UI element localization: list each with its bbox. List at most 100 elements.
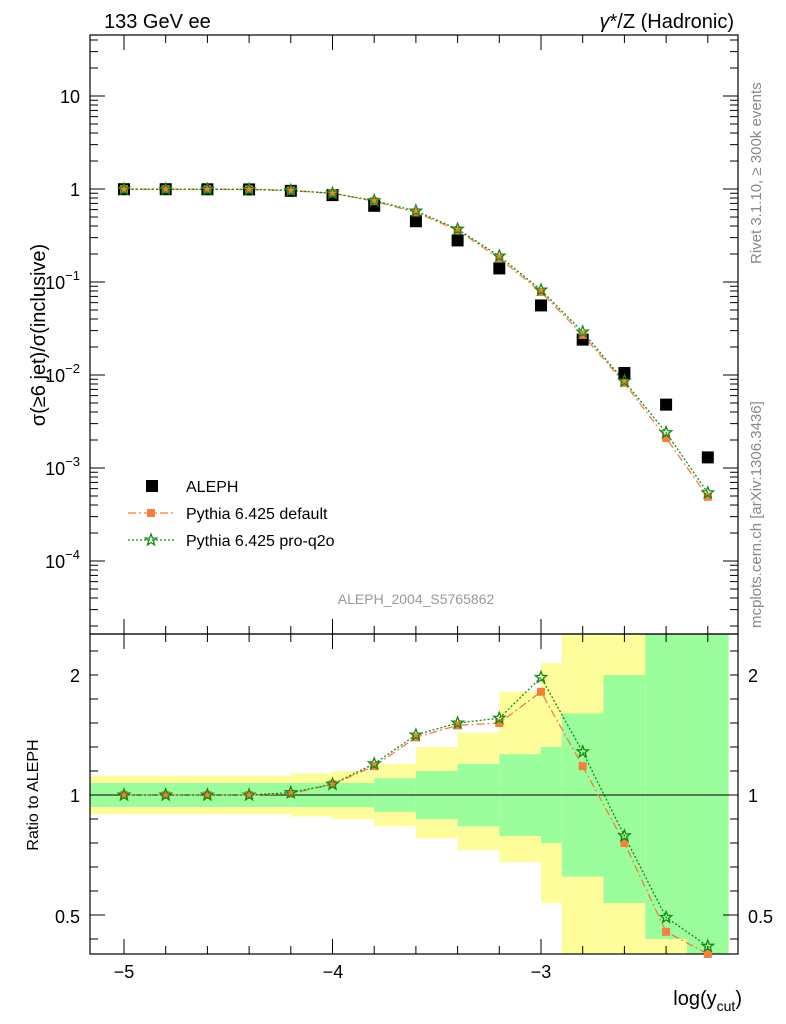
y-tick-label: 10 [60, 87, 80, 107]
ratio-proq2o-point [616, 827, 632, 843]
y-tick-label: 10−1 [45, 268, 80, 293]
default-point [328, 189, 337, 198]
plot-frames [89, 34, 739, 955]
default-point [411, 208, 420, 217]
ratio-default-point [286, 789, 295, 798]
ratio-panel-frame [89, 633, 739, 955]
proq2o-point [283, 182, 299, 197]
band-inner [603, 675, 646, 903]
proq2o-point [116, 181, 132, 196]
ratio-default-point [161, 791, 170, 799]
legend: ALEPH Pythia 6.425 default Pythia 6.425 … [128, 479, 335, 550]
ratio-proq2o-point [658, 909, 674, 924]
ratio-tick-label: 2 [70, 666, 80, 686]
default-point [286, 186, 295, 195]
proq2o-point [241, 181, 257, 196]
aleph-point [451, 234, 464, 247]
ratio-line-proq2o [124, 676, 709, 947]
y-tick-label: 10−4 [45, 547, 80, 572]
aleph-point [660, 398, 673, 411]
ratio-proq2o-point [158, 787, 174, 802]
proq2o-point [158, 181, 174, 196]
ratio-proq2o-point [325, 776, 340, 791]
y-axis-label-bottom: Ratio to ALEPH [25, 739, 42, 850]
ratio-default-point [495, 719, 504, 727]
ratio-default-point [203, 791, 212, 799]
default-point [245, 185, 254, 194]
y-tick-label: 10−2 [45, 361, 80, 386]
ratio-default-point [703, 950, 712, 958]
analysis-watermark: ALEPH_2004_S5765862 [338, 591, 495, 607]
ratio-uncertainty-bands [90, 634, 729, 954]
ratio-default-point [245, 791, 254, 799]
x-axis-label: log(ycut) [673, 988, 742, 1014]
ratio-proq2o-point [491, 710, 507, 725]
ratio-proq2o-point [450, 715, 466, 730]
ratio-proq2o-point [533, 669, 549, 684]
proq2o-point [616, 373, 632, 388]
default-point [703, 492, 712, 501]
ratio-default-point [328, 780, 337, 789]
proq2o-point [199, 181, 215, 196]
ratio-proq2o-point [116, 787, 132, 802]
ratio-proq2o-point [700, 938, 716, 953]
ratio-default-point [537, 687, 545, 696]
axis-ticks [90, 35, 738, 954]
legend-label-proq2o: Pythia 6.425 pro-q2o [186, 533, 335, 550]
proq2o-point [325, 185, 340, 200]
x-tick-label: −5 [114, 962, 135, 982]
ratio-proq2o-point [575, 743, 591, 759]
header-right: γ*/Z (Hadronic) [600, 11, 734, 33]
legend-marker-proq2o [143, 532, 159, 547]
ratio-tick-label-right: 2 [748, 666, 758, 686]
proq2o-point [366, 192, 382, 208]
default-point [120, 185, 128, 194]
default-point [662, 434, 671, 443]
legend-label-default: Pythia 6.425 default [186, 506, 328, 523]
ratio-tick-label-right: 1 [748, 786, 758, 806]
series-line-proq2o [124, 188, 709, 494]
header-left: 133 GeV ee [104, 11, 211, 33]
default-point [453, 226, 462, 235]
band-inner [645, 634, 687, 939]
ratio-default-point [620, 839, 629, 847]
aleph-point [618, 367, 631, 380]
ratio-proq2o-point [408, 727, 424, 742]
series-line-default [124, 188, 709, 498]
legend-marker-default [147, 509, 155, 517]
data-points [116, 181, 716, 958]
ratio-default-point [662, 927, 671, 936]
proq2o-point [658, 424, 674, 439]
aleph-point [409, 215, 422, 228]
ratio-proq2o-point [283, 784, 299, 800]
default-point [370, 197, 379, 206]
ratio-proq2o-point [199, 787, 215, 802]
y-axis-label-top: σ(≥6 jet)/σ(inclusive) [28, 244, 50, 426]
aleph-point [535, 299, 547, 312]
legend-label-aleph: ALEPH [186, 479, 238, 496]
ratio-default-point [578, 762, 587, 771]
default-point [203, 185, 212, 194]
ratio-default-point [120, 791, 128, 799]
proq2o-point [408, 203, 424, 218]
default-point [161, 185, 170, 194]
legend-marker-aleph [146, 480, 158, 492]
y-tick-label: 1 [70, 180, 80, 200]
ratio-proq2o-point [366, 755, 382, 771]
proq2o-point [450, 221, 466, 236]
proq2o-point [533, 282, 549, 297]
aleph-point [701, 451, 714, 464]
ratio-tick-label: 1 [70, 786, 80, 806]
proq2o-point [700, 485, 716, 500]
y-tick-label: 10−3 [45, 454, 80, 479]
ratio-tick-label-right: 0.5 [748, 907, 773, 927]
ratio-proq2o-point [241, 787, 257, 802]
proq2o-point [575, 324, 591, 339]
band-inner [686, 634, 729, 954]
side-text-rivet: Rivet 3.1.10, ≥ 300k events [748, 82, 765, 264]
proq2o-point [491, 248, 507, 263]
x-tick-label: −4 [323, 962, 344, 982]
ratio-tick-label: 0.5 [55, 907, 80, 927]
side-text-mcplots: mcplots.cern.ch [arXiv:1306.3436] [748, 401, 765, 628]
